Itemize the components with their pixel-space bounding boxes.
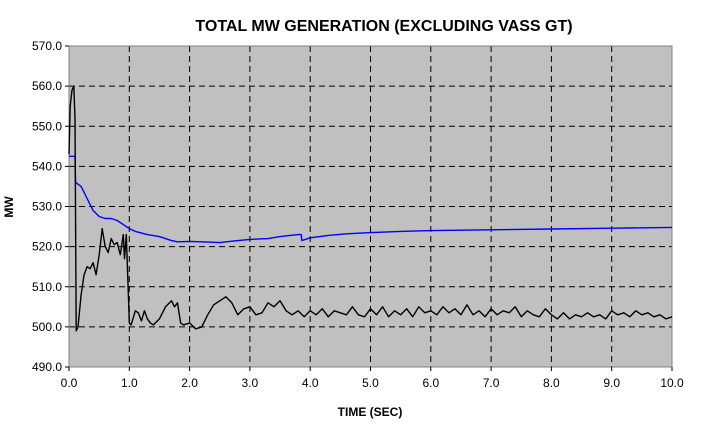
y-axis-label: MW bbox=[2, 196, 16, 218]
y-tick-label: 500.0 bbox=[32, 320, 62, 334]
chart-title: TOTAL MW GENERATION (EXCLUDING VASS GT) bbox=[195, 18, 572, 35]
x-tick-label: 1.0 bbox=[121, 376, 138, 390]
series-line-1 bbox=[68, 155, 673, 244]
x-tick-label: 2.0 bbox=[181, 376, 198, 390]
x-axis-label: TIME (SEC) bbox=[338, 405, 403, 419]
y-tick-label: 510.0 bbox=[32, 280, 62, 294]
x-tick-label: 10.0 bbox=[660, 376, 684, 390]
y-tick-label: 550.0 bbox=[32, 119, 62, 133]
grid bbox=[69, 46, 672, 367]
x-tick-label: 4.0 bbox=[302, 376, 319, 390]
x-tick-label: 9.0 bbox=[603, 376, 620, 390]
x-tick-label: 7.0 bbox=[483, 376, 500, 390]
y-tick-label: 540.0 bbox=[32, 159, 62, 173]
x-tick-label: 0.0 bbox=[61, 376, 78, 390]
x-tick-label: 6.0 bbox=[422, 376, 439, 390]
x-tick-label: 5.0 bbox=[362, 376, 379, 390]
y-tick-label: 490.0 bbox=[32, 360, 62, 374]
y-tick-label: 570.0 bbox=[32, 39, 62, 53]
y-axis: 490.0 500.0 510.0 520.0 530.0 540.0 550.0 560.0… bbox=[32, 39, 69, 374]
x-tick-label: 3.0 bbox=[242, 376, 259, 390]
y-tick-label: 560.0 bbox=[32, 79, 62, 93]
x-tick-label: 8.0 bbox=[543, 376, 560, 390]
series-group bbox=[68, 85, 673, 332]
series-line-2 bbox=[68, 85, 673, 332]
x-axis: 0.0 1.0 2.0 3.0 4.0 5.0 6.0 7.0 8.0 9.0 10.0 bbox=[61, 367, 684, 390]
y-tick-label: 530.0 bbox=[32, 200, 62, 214]
y-tick-label: 520.0 bbox=[32, 240, 62, 254]
